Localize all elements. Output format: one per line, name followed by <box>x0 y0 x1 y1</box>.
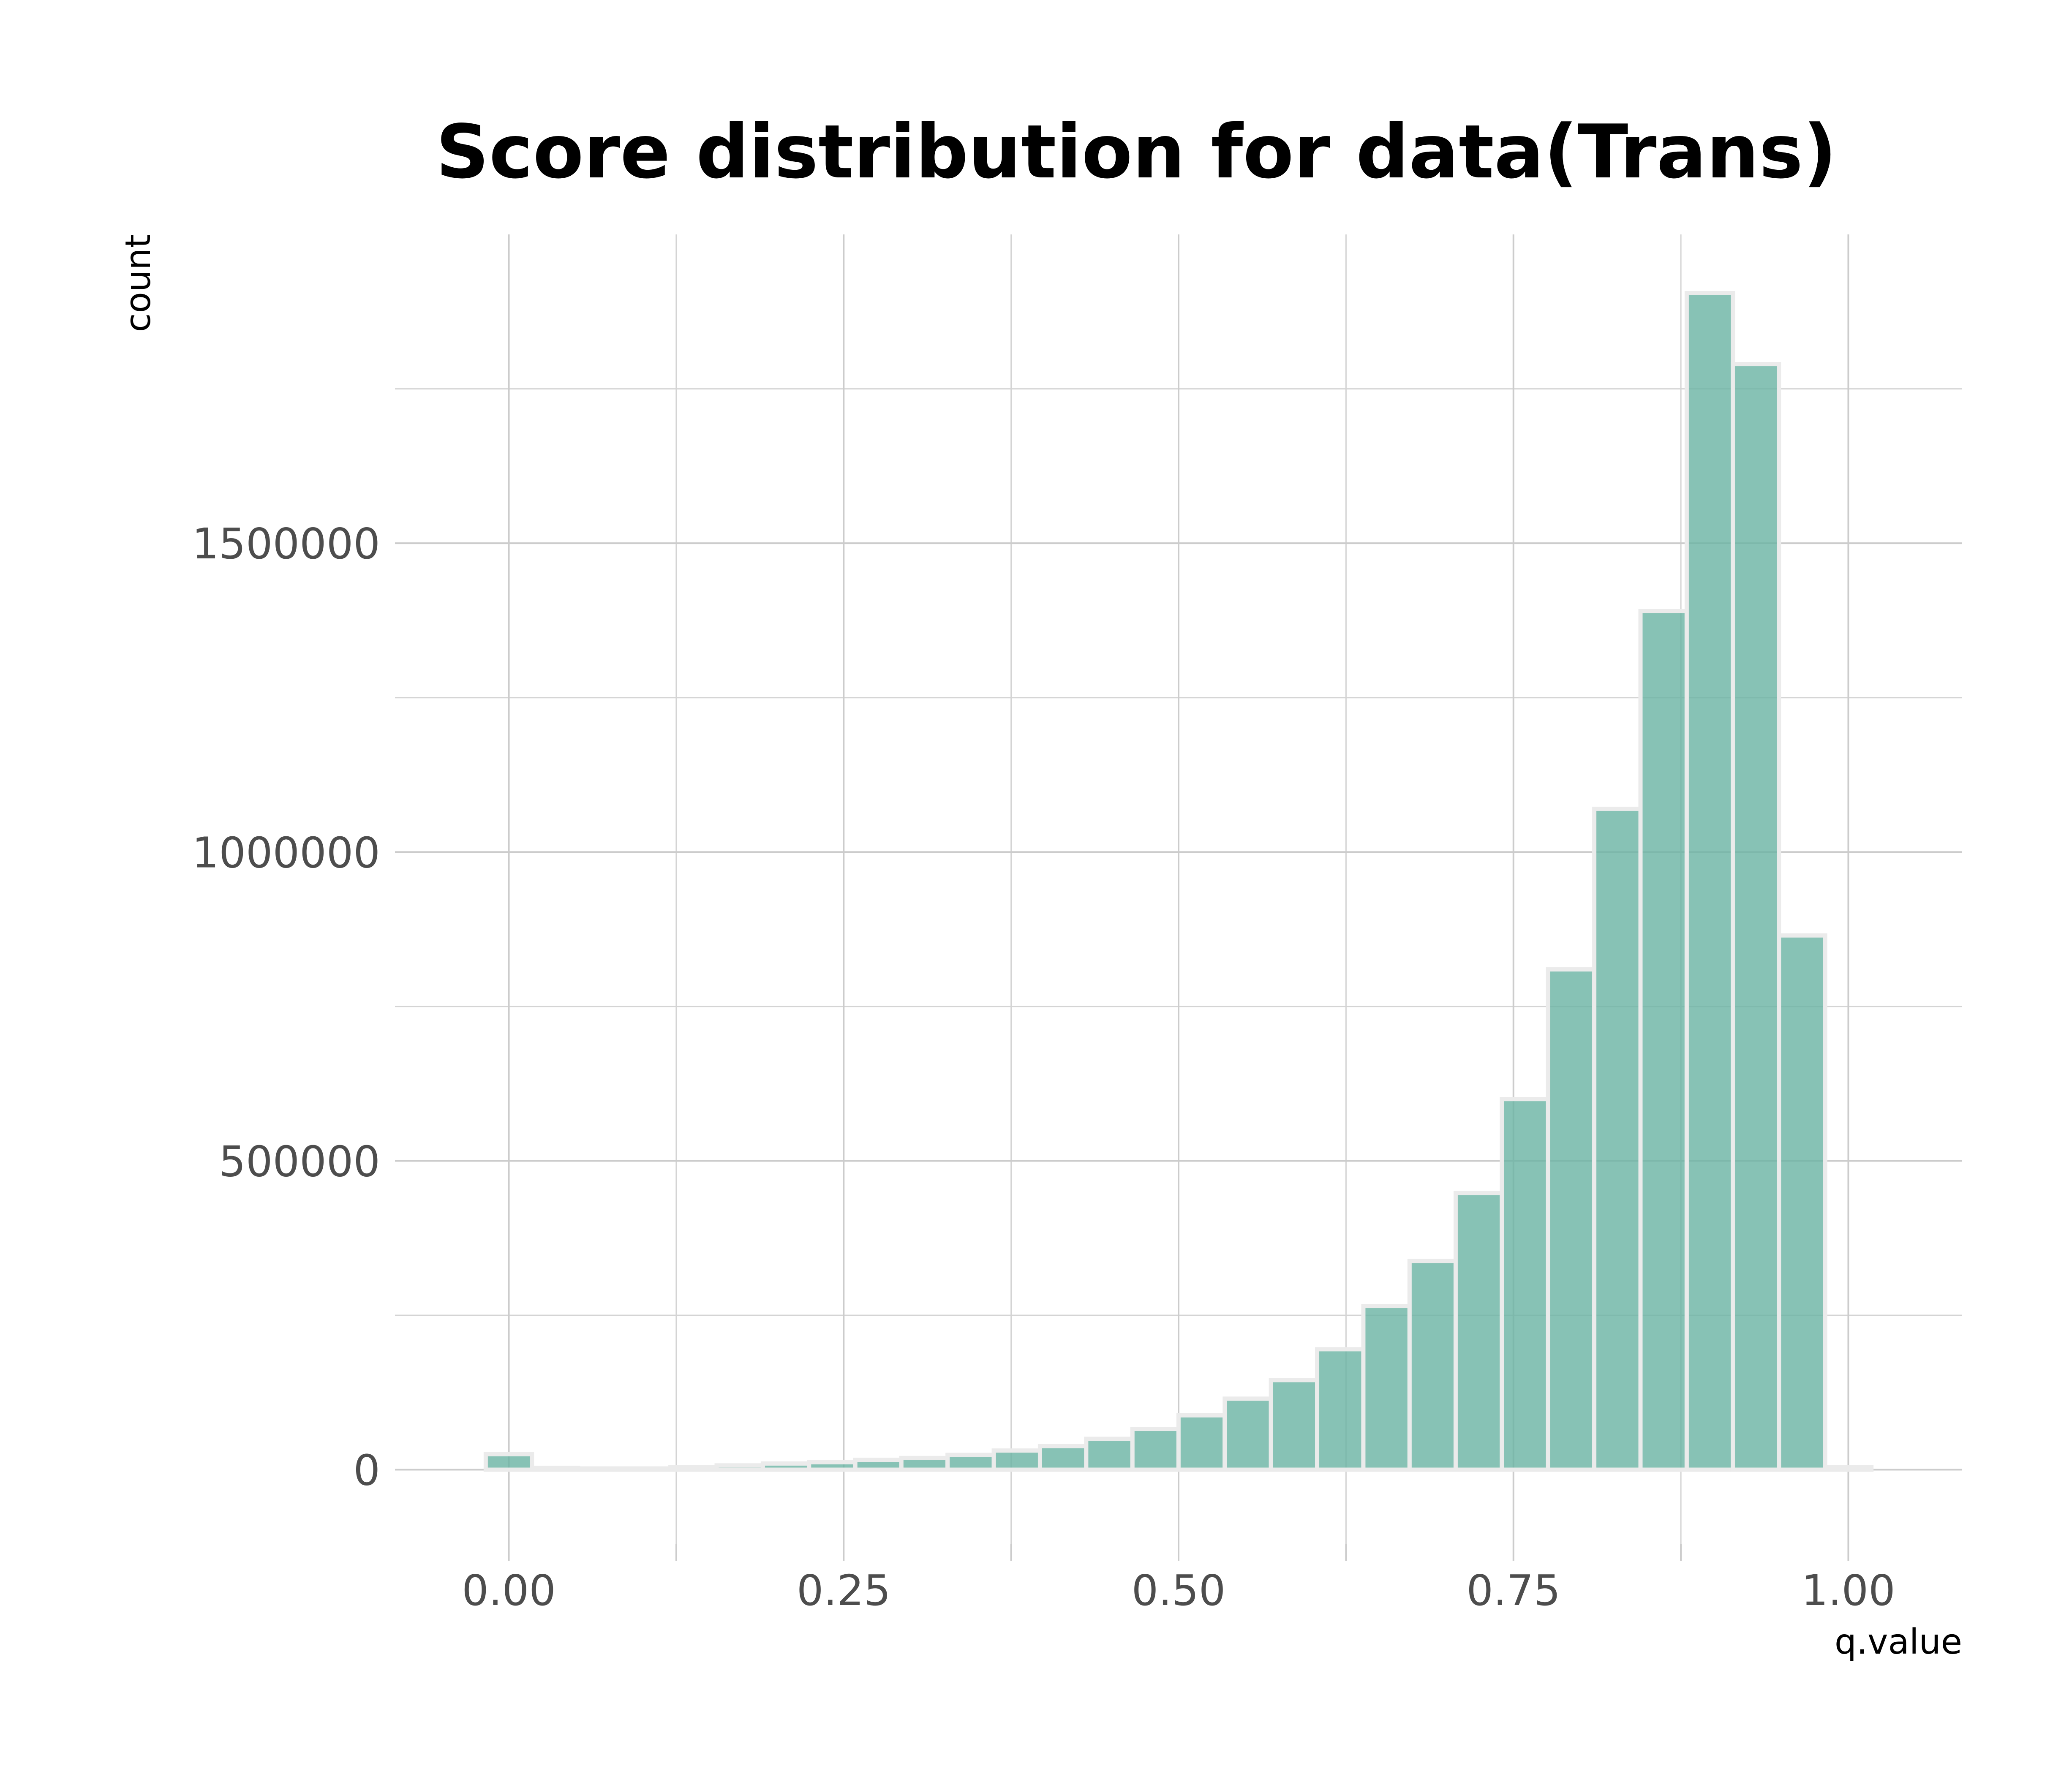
histogram-bar <box>1546 967 1597 1472</box>
histogram-bar <box>1223 1396 1273 1472</box>
histogram-bar <box>1269 1378 1320 1472</box>
x-axis-title: q.value <box>1835 1622 1962 1662</box>
y-axis-ticks: 0 500000 1000000 1500000 <box>192 519 380 1495</box>
histogram-bar <box>1777 933 1827 1472</box>
x-tick-label: 0.50 <box>1132 1566 1226 1615</box>
x-axis-ticks: 0.00 0.25 0.50 0.75 1.00 <box>462 1544 1895 1615</box>
histogram-bar <box>1084 1437 1135 1472</box>
chart-title: Score distribution for data(Trans) <box>436 109 1837 195</box>
histogram-bar <box>945 1453 996 1472</box>
histogram-bar <box>530 1466 580 1472</box>
histogram-bar <box>1407 1259 1458 1472</box>
x-tick-label: 0.25 <box>797 1566 891 1615</box>
y-axis-title: count <box>118 234 158 332</box>
histogram-bar <box>622 1466 673 1472</box>
histogram-bar <box>760 1461 811 1472</box>
histogram-bar <box>807 1460 858 1472</box>
y-tick-label: 500000 <box>219 1137 380 1186</box>
y-tick-label: 1000000 <box>192 828 380 877</box>
y-tick-label: 1500000 <box>192 519 380 569</box>
histogram-bar <box>1730 362 1781 1472</box>
x-tick-label: 0.75 <box>1466 1566 1560 1615</box>
histogram-bar <box>1684 291 1735 1472</box>
histogram-bar <box>1130 1427 1181 1472</box>
histogram-bar <box>576 1466 627 1472</box>
histogram-bar <box>1361 1304 1412 1472</box>
histogram-bars <box>483 291 1874 1472</box>
histogram-bar <box>1823 1465 1874 1472</box>
histogram-bar <box>1592 806 1643 1472</box>
histogram-bar <box>714 1463 765 1472</box>
histogram-bar <box>1315 1347 1366 1472</box>
histogram-bar <box>899 1456 950 1472</box>
histogram-bar <box>668 1465 719 1472</box>
histogram-bar <box>991 1448 1042 1472</box>
histogram-bar <box>483 1452 534 1472</box>
histogram-bar <box>1037 1444 1089 1472</box>
x-tick-label: 1.00 <box>1801 1566 1895 1615</box>
histogram-bar <box>853 1458 904 1472</box>
histogram-bar <box>1500 1097 1550 1472</box>
histogram-bar <box>1453 1191 1504 1472</box>
histogram-bar <box>1176 1413 1227 1472</box>
x-tick-label: 0.00 <box>462 1566 556 1615</box>
y-tick-label: 0 <box>353 1446 380 1495</box>
histogram-bar <box>1638 609 1689 1472</box>
